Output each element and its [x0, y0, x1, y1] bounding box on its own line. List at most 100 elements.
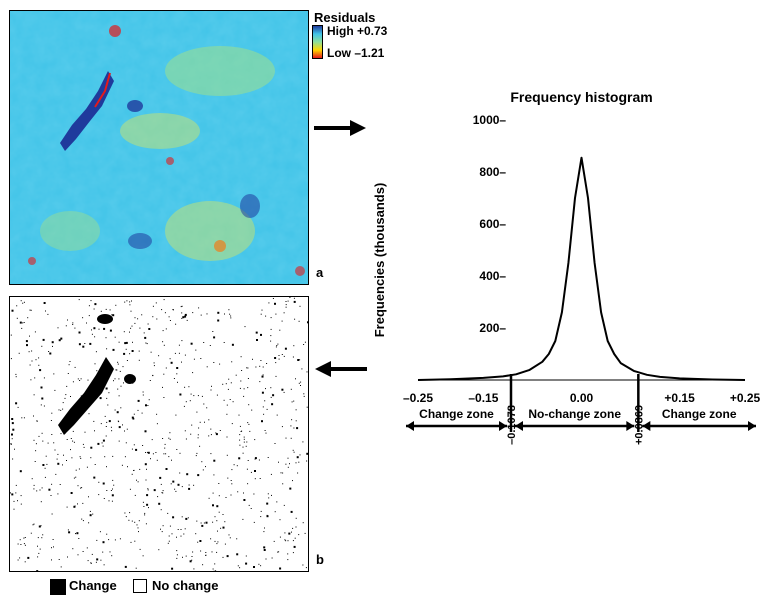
change-pixel: [290, 425, 292, 427]
change-pixel: [100, 310, 102, 312]
change-pixel: [249, 430, 251, 432]
change-pixel: [262, 406, 264, 408]
change-pixel: [131, 416, 134, 419]
change-pixel: [158, 502, 161, 505]
change-pixel: [51, 412, 53, 414]
change-pixel: [11, 422, 14, 425]
change-pixel: [182, 316, 185, 319]
legend-low: Low –1.21: [327, 46, 385, 60]
change-pixel: [303, 344, 305, 345]
change-pixel: [172, 516, 175, 519]
change-pixel: [217, 311, 220, 314]
change-pixel: [185, 555, 187, 557]
change-pixel: [200, 550, 202, 552]
panel-b-label: b: [316, 552, 324, 567]
change-pixel: [114, 378, 116, 380]
change-pixel: [163, 453, 165, 455]
change-pixel: [11, 493, 14, 496]
change-pixel: [260, 565, 262, 567]
change-pixel: [274, 511, 276, 513]
change-pixel: [304, 341, 306, 343]
change-pixel: [80, 487, 82, 489]
change-pixel: [172, 309, 174, 311]
change-pixel: [248, 404, 250, 406]
change-pixel: [105, 387, 108, 390]
change-pixel: [133, 418, 135, 420]
change-pixel: [84, 343, 86, 344]
change-pixel: [187, 517, 189, 519]
change-pixel: [226, 404, 228, 406]
change-pixel: [161, 309, 163, 311]
change-pixel: [123, 352, 126, 355]
change-pixel: [266, 515, 269, 518]
change-pixel: [144, 512, 146, 514]
change-pixel: [41, 432, 43, 434]
change-pixel: [106, 533, 108, 535]
change-pixel: [58, 339, 61, 342]
change-pixel: [223, 342, 225, 343]
change-pixel: [192, 372, 194, 374]
change-pixel: [205, 466, 206, 468]
change-pixel: [289, 463, 290, 465]
change-pixel: [160, 528, 161, 530]
change-pixel: [136, 524, 138, 526]
change-pixel: [198, 307, 200, 309]
change-pixel: [105, 435, 107, 437]
change-pixel: [260, 360, 262, 361]
change-pixel: [304, 532, 306, 534]
change-pixel: [231, 361, 233, 363]
change-pixel: [224, 521, 226, 523]
change-pixel: [183, 533, 185, 535]
change-pixel: [287, 300, 289, 302]
change-pixel: [208, 497, 210, 499]
change-pixel: [302, 564, 304, 566]
change-pixel: [103, 327, 106, 330]
change-pixel: [118, 378, 120, 380]
change-pixel: [252, 358, 253, 360]
residuals-legend: Residuals High +0.73 Low –1.21: [312, 10, 407, 62]
change-pixel: [51, 483, 53, 485]
change-pixel: [82, 317, 84, 319]
change-pixel: [114, 539, 116, 541]
change-pixel: [139, 468, 141, 470]
change-pixel: [134, 521, 136, 523]
change-pixel: [283, 355, 285, 357]
change-pixel: [96, 539, 98, 541]
y-tick-label: 200–: [479, 321, 506, 335]
change-pixel: [278, 461, 279, 463]
change-pixel: [213, 362, 215, 363]
change-pixel: [24, 561, 26, 563]
change-pixel: [118, 426, 121, 429]
change-pixel: [292, 480, 293, 482]
change-pixel: [120, 385, 122, 387]
change-pixel: [37, 537, 39, 539]
change-pixel: [81, 518, 83, 520]
change-pixel: [19, 470, 22, 473]
y-tick-label: 800–: [479, 165, 506, 179]
change-pixel: [108, 500, 110, 502]
change-pixel: [185, 517, 188, 520]
change-pixel: [177, 529, 179, 530]
change-pixel: [100, 559, 102, 561]
change-pixel: [199, 445, 201, 447]
change-pixel: [231, 469, 233, 471]
change-pixel: [143, 332, 145, 334]
change-pixel: [162, 492, 164, 494]
change-pixel: [33, 484, 35, 486]
change-pixel: [165, 328, 167, 330]
change-pixel: [214, 516, 216, 518]
change-pixel: [180, 306, 182, 308]
change-pixel: [129, 488, 131, 490]
change-pixel: [102, 541, 105, 544]
change-pixel: [116, 369, 118, 371]
change-pixel: [11, 418, 14, 420]
change-pixel: [299, 359, 301, 361]
change-pixel: [197, 437, 199, 439]
change-pixel: [129, 353, 131, 355]
change-pixel: [270, 340, 272, 342]
change-pixel: [298, 461, 300, 463]
change-pixel: [80, 378, 82, 380]
change-pixel: [130, 310, 132, 312]
change-pixel: [162, 438, 164, 439]
change-pixel: [202, 564, 204, 566]
